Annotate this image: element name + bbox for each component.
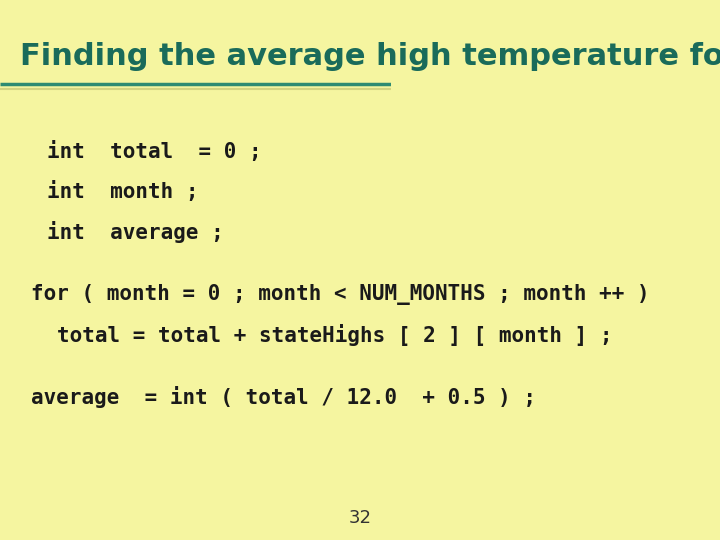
- Text: for ( month = 0 ; month < NUM_MONTHS ; month ++ ): for ( month = 0 ; month < NUM_MONTHS ; m…: [31, 284, 650, 305]
- Text: total = total + stateHighs [ 2 ] [ month ] ;: total = total + stateHighs [ 2 ] [ month…: [57, 324, 612, 346]
- Text: 32: 32: [348, 509, 372, 528]
- Text: int  month ;: int month ;: [47, 181, 199, 202]
- Text: int  average ;: int average ;: [47, 221, 224, 243]
- Text: int  total  = 0 ;: int total = 0 ;: [47, 141, 261, 161]
- Text: Finding the average high temperature for Arizona: Finding the average high temperature for…: [19, 42, 720, 71]
- Text: average  = int ( total / 12.0  + 0.5 ) ;: average = int ( total / 12.0 + 0.5 ) ;: [31, 386, 536, 408]
